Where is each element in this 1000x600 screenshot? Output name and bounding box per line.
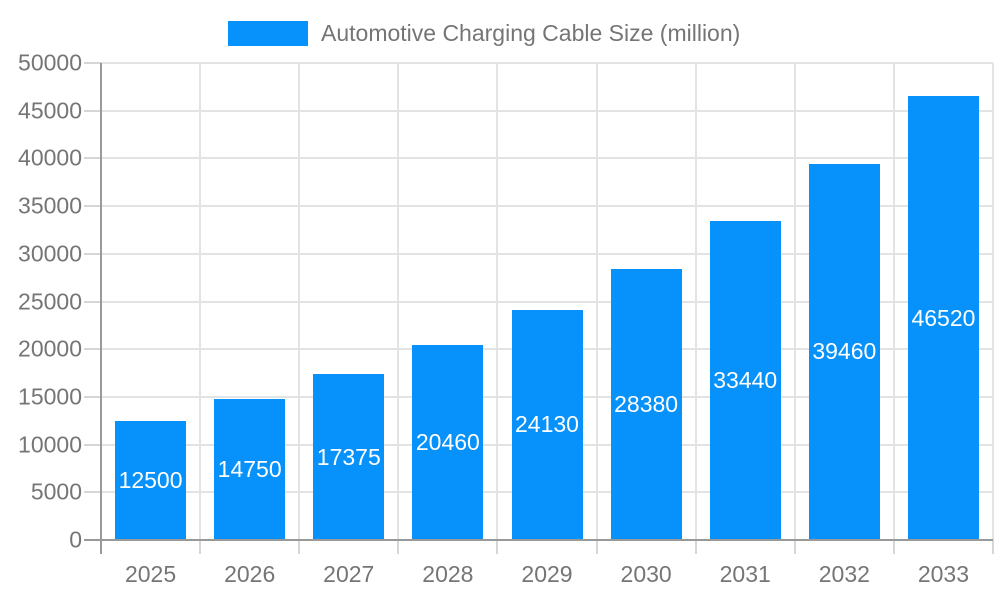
y-axis-label: 20000	[18, 335, 82, 362]
y-axis-tick	[84, 252, 101, 255]
x-axis-tick	[694, 540, 697, 554]
x-gridline	[694, 63, 697, 540]
y-axis-tick	[84, 395, 101, 398]
x-gridline	[298, 63, 301, 540]
bar-value-label: 28380	[614, 391, 679, 418]
x-gridline	[397, 63, 400, 540]
bar-value-label: 24130	[515, 411, 579, 438]
y-axis-label: 5000	[30, 478, 82, 505]
x-axis-tick	[496, 540, 499, 554]
x-axis-label: 2029	[521, 561, 573, 587]
x-axis-tick	[793, 540, 796, 554]
x-axis-tick	[298, 540, 301, 554]
y-gridline	[101, 62, 993, 64]
bar: 20460	[412, 344, 484, 540]
y-axis-tick	[84, 157, 101, 160]
legend-label: Automotive Charging Cable Size (million)	[321, 19, 741, 46]
x-gridline	[199, 63, 202, 540]
bar: 17375	[313, 374, 385, 540]
y-axis-label: 15000	[18, 383, 82, 410]
y-axis-label: 40000	[18, 144, 82, 171]
x-axis-label: 2032	[818, 561, 870, 587]
y-gridline	[101, 252, 993, 255]
x-axis-tick	[199, 540, 202, 554]
y-axis-tick	[84, 205, 101, 208]
bar: 14750	[214, 399, 286, 540]
bar-value-label: 20460	[415, 428, 480, 455]
x-axis-label: 2031	[719, 561, 771, 587]
bar-value-label: 33440	[713, 366, 778, 393]
y-axis-tick	[84, 348, 101, 351]
x-axis-label: 2025	[124, 561, 177, 587]
x-axis-line	[84, 539, 993, 541]
y-axis-label: 45000	[18, 97, 82, 124]
x-gridline	[793, 63, 796, 540]
y-axis-label: 50000	[18, 49, 82, 76]
x-axis-label: 2027	[323, 561, 375, 587]
bar: 33440	[709, 220, 781, 540]
y-axis-line	[100, 63, 102, 554]
x-gridline	[595, 63, 598, 540]
y-axis-tick	[84, 300, 101, 303]
bar: 39460	[808, 163, 880, 540]
bar-value-label: 39460	[812, 338, 877, 365]
x-axis-label: 2030	[620, 561, 672, 587]
bar: 46520	[907, 96, 979, 540]
y-axis-label: 0	[69, 526, 82, 553]
x-axis-tick	[992, 540, 994, 554]
legend-swatch	[228, 20, 308, 46]
bar: 24130	[511, 309, 583, 540]
x-gridline	[892, 63, 895, 540]
y-gridline	[101, 157, 993, 160]
x-gridline	[496, 63, 499, 540]
y-axis-label: 35000	[18, 192, 82, 219]
x-axis-label: 2033	[917, 561, 970, 587]
x-axis-tick	[397, 540, 400, 554]
bar-value-label: 46520	[911, 304, 976, 331]
bar: 28380	[610, 269, 682, 540]
x-gridline	[992, 63, 994, 540]
y-axis-label: 30000	[18, 240, 82, 267]
y-axis-tick	[84, 109, 101, 112]
x-axis-label: 2026	[224, 561, 276, 587]
y-axis-tick	[84, 491, 101, 494]
y-axis-label: 25000	[18, 288, 82, 314]
y-gridline	[101, 109, 993, 112]
y-gridline	[101, 300, 993, 303]
bar: 12500	[115, 420, 187, 540]
x-axis-tick	[892, 540, 895, 554]
bar-value-label: 14750	[217, 456, 282, 483]
y-axis-tick	[84, 62, 101, 64]
y-axis-tick	[84, 443, 101, 446]
bar-value-label: 17375	[316, 443, 381, 470]
y-axis-label: 10000	[18, 431, 82, 458]
y-gridline	[101, 205, 993, 208]
bar-value-label: 12500	[118, 466, 183, 493]
legend: Automotive Charging Cable Size (million)	[228, 20, 740, 46]
x-axis-tick	[595, 540, 598, 554]
x-axis-label: 2028	[422, 561, 474, 587]
